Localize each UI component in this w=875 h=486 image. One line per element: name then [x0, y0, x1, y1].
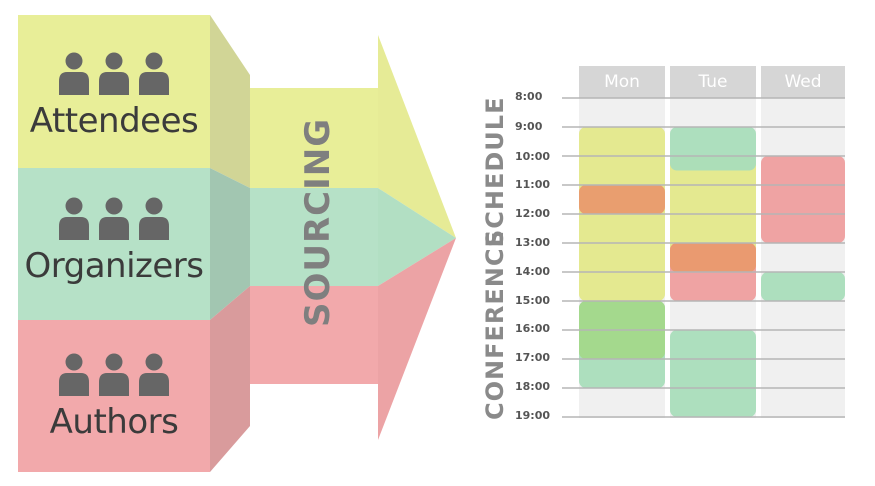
authors-side-face: [210, 286, 250, 472]
arrowhead-yellow: [378, 35, 456, 238]
person-icon: [59, 353, 89, 396]
sourcing-band-green: [250, 188, 378, 286]
session-block-tue: [670, 330, 756, 417]
mon-header-bg: [579, 66, 665, 98]
schedule-title-conference: CONFERENCE: [481, 230, 509, 420]
role-box-organizers: Organizers: [18, 168, 210, 320]
time-label: 19:00: [515, 409, 551, 422]
session-block-tue: [670, 127, 756, 171]
people-group-icon: [56, 196, 172, 240]
day-header-wed: Wed: [784, 72, 822, 92]
person-icon: [99, 52, 129, 95]
time-label: 9:00: [515, 120, 543, 133]
time-label: 11:00: [515, 178, 551, 191]
role-label-organizers: Organizers: [24, 246, 204, 286]
wed-column-bg: [761, 98, 845, 418]
person-icon: [59, 52, 89, 95]
person-icon: [139, 197, 169, 240]
attendees-side-face: [210, 15, 250, 188]
time-label: 8:00: [515, 90, 543, 103]
time-label: 13:00: [515, 236, 551, 249]
day-header-mon: Mon: [604, 72, 640, 92]
day-header-tue: Tue: [698, 72, 728, 92]
time-gridlines: [562, 97, 845, 418]
person-icon: [139, 353, 169, 396]
time-label: 15:00: [515, 294, 551, 307]
session-block-wed: [761, 156, 845, 243]
people-group-icon: [56, 51, 172, 95]
session-block-mon: [579, 185, 665, 214]
session-block-wed: [761, 272, 845, 301]
organizers-side-face: [210, 168, 250, 320]
person-icon: [139, 52, 169, 95]
tue-header-bg: [670, 66, 756, 98]
person-icon: [99, 197, 129, 240]
role-label-authors: Authors: [49, 402, 179, 442]
sourcing-label: SOURCING: [298, 117, 338, 327]
person-icon: [99, 353, 129, 396]
time-label: 12:00: [515, 207, 551, 220]
time-label: 14:00: [515, 265, 551, 278]
time-label: 16:00: [515, 322, 551, 335]
sourcing-band-yellow: [250, 88, 378, 188]
role-box-authors: Authors: [18, 320, 210, 472]
person-icon: [59, 197, 89, 240]
wed-header-bg: [761, 66, 845, 98]
arrowhead-green: [378, 188, 456, 286]
schedule-title-schedule: SCHEDULE: [481, 96, 509, 247]
people-group-icon: [56, 352, 172, 396]
arrowhead-red: [378, 238, 456, 440]
role-box-attendees: Attendees: [18, 15, 210, 168]
time-label: 10:00: [515, 150, 551, 163]
session-block-tue: [670, 243, 756, 272]
role-label-attendees: Attendees: [29, 101, 199, 141]
time-label: 17:00: [515, 351, 551, 364]
time-label: 18:00: [515, 380, 551, 393]
sourcing-band-red: [250, 286, 378, 384]
